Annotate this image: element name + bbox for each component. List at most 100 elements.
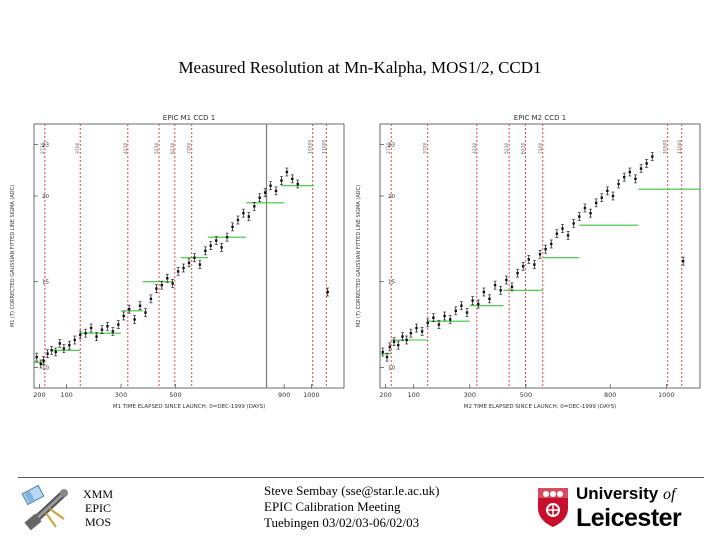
chart-1-x-tick-label: 200	[33, 391, 45, 399]
chart-2-x-tick-label: 1000	[658, 391, 675, 399]
chart-2-marker	[527, 258, 530, 261]
slide-title: Measured Resolution at Mn-Kalpha, MOS1/2…	[178, 58, 542, 77]
chart-2-x-tick-label: 200	[379, 391, 391, 399]
chart-2-data-point	[493, 280, 497, 290]
chart-1-data-point	[149, 294, 153, 304]
footer-divider	[18, 477, 704, 478]
chart-1-x-tick-label: 500	[169, 391, 181, 399]
chart-2-data-point	[532, 260, 536, 269]
chart-2-marker	[651, 155, 654, 158]
chart-2-data-point	[544, 244, 548, 254]
chart-2-data-point	[600, 193, 604, 203]
chart-2-x-axis-label: M2 TIME ELAPSED SINCE LAUNCH, 0=DEC-1999…	[464, 404, 617, 410]
chart-2-data-point	[448, 315, 452, 324]
chart-2-data-point	[622, 172, 626, 182]
chart-1-marker	[274, 189, 278, 193]
chart-2-data-point	[400, 332, 404, 341]
chart-2-marker	[681, 259, 685, 263]
chart-1-marker	[149, 297, 153, 301]
chart-2-marker	[550, 242, 553, 246]
chart-2-event-label: 2710	[386, 142, 392, 154]
chart-1-data-point	[187, 258, 191, 268]
meeting-name: EPIC Calibration Meeting	[264, 499, 401, 514]
chart-1-marker	[89, 326, 93, 330]
chart-1-data-point	[84, 328, 88, 338]
chart-2-marker	[437, 323, 441, 326]
mos-label-line-2: EPIC	[84, 501, 111, 515]
chart-1-marker	[258, 196, 261, 199]
chart-2-data-point	[381, 347, 385, 357]
chart-1-marker	[39, 362, 42, 366]
chart-2-event-label: 5210	[504, 142, 510, 154]
chart-1-data-point	[269, 181, 273, 191]
chart-2-event-label: 10500	[663, 140, 669, 154]
chart-1-data-point	[279, 176, 283, 185]
chart-1-data-point	[182, 263, 186, 273]
chart-2-data-point	[577, 212, 581, 221]
chart-2-data-point	[572, 219, 576, 228]
chart-1-marker	[198, 263, 202, 266]
chart-2-data-point	[583, 203, 587, 213]
chart-2-marker	[426, 321, 429, 325]
chart-1-y-tick-label: 20	[42, 194, 49, 200]
chart-2-data-point	[527, 255, 531, 264]
chart-2-marker	[477, 302, 480, 306]
chart-1-data-point	[296, 179, 300, 189]
chart-1-marker	[193, 256, 196, 259]
chart-1-marker	[236, 218, 240, 222]
chart-2-data-point	[633, 174, 637, 184]
chart-2-x-tick-label: 300	[464, 391, 476, 399]
chart-2-data-point	[487, 294, 491, 304]
chart-2-data-point	[611, 191, 615, 201]
university-logo: University of Leicester	[536, 484, 706, 531]
chart-2-data-point	[555, 229, 559, 239]
chart-1-data-point	[160, 280, 164, 290]
chart-2-data-point	[465, 308, 469, 317]
chart-2-marker	[510, 285, 514, 289]
chart-1-data-point	[171, 279, 175, 288]
chart-1-event-label: 5210	[154, 142, 160, 154]
mos-label-line-1: XMM	[82, 487, 113, 501]
chart-1-data-point	[133, 315, 137, 324]
chart-1-marker	[54, 350, 57, 354]
university-word: University	[576, 484, 659, 503]
chart-2-data-point	[414, 323, 418, 333]
chart-1-marker	[122, 314, 125, 318]
chart-1-marker	[187, 261, 191, 265]
chart-2-data-point	[476, 299, 480, 309]
chart-1-data-point	[50, 345, 54, 355]
chart-2-x-tick-label: 100	[407, 391, 419, 399]
chart-1-event-label: 2710	[40, 142, 46, 154]
chart-1-data-point	[154, 284, 158, 293]
chart-2-marker	[628, 170, 632, 174]
chart-1-data-point	[214, 236, 218, 245]
chart-1-data-point	[252, 201, 256, 211]
chart-1-marker	[242, 211, 245, 215]
chart-2-data-point	[594, 198, 598, 208]
chart-2-data-point	[681, 256, 685, 266]
chart-1-data-point	[95, 332, 99, 341]
chart-2-data-point	[510, 282, 514, 292]
chart-2-marker	[482, 290, 486, 294]
chart-2-marker	[566, 234, 570, 237]
chart-1-data-point	[116, 320, 120, 329]
chart-2-data-point	[405, 335, 409, 345]
chart-1-marker	[133, 318, 136, 321]
chart-1-data-point	[89, 323, 93, 333]
chart-1-plot-frame	[33, 123, 345, 389]
mos-label-line-3: MOS	[84, 515, 111, 529]
chart-1-data-point	[62, 344, 66, 353]
chart-2-event-label: 7200	[538, 142, 544, 154]
chart-1-data-point	[263, 188, 267, 197]
chart-1-marker	[204, 249, 207, 253]
chart-2-data-point	[392, 337, 396, 347]
chart-1-marker	[280, 179, 283, 182]
chart-1-data-point	[42, 356, 46, 365]
xmm-epic-mos-label: XMM EPIC MOS	[78, 487, 118, 529]
chart-1-marker	[263, 191, 267, 194]
chart-1-title: EPIC M1 CCD 1	[163, 114, 215, 122]
chart-1-event-label: 6210	[170, 142, 176, 154]
chart-1-marker	[68, 343, 71, 347]
chart-2-marker	[639, 167, 643, 170]
chart-1-data-point	[73, 335, 77, 345]
